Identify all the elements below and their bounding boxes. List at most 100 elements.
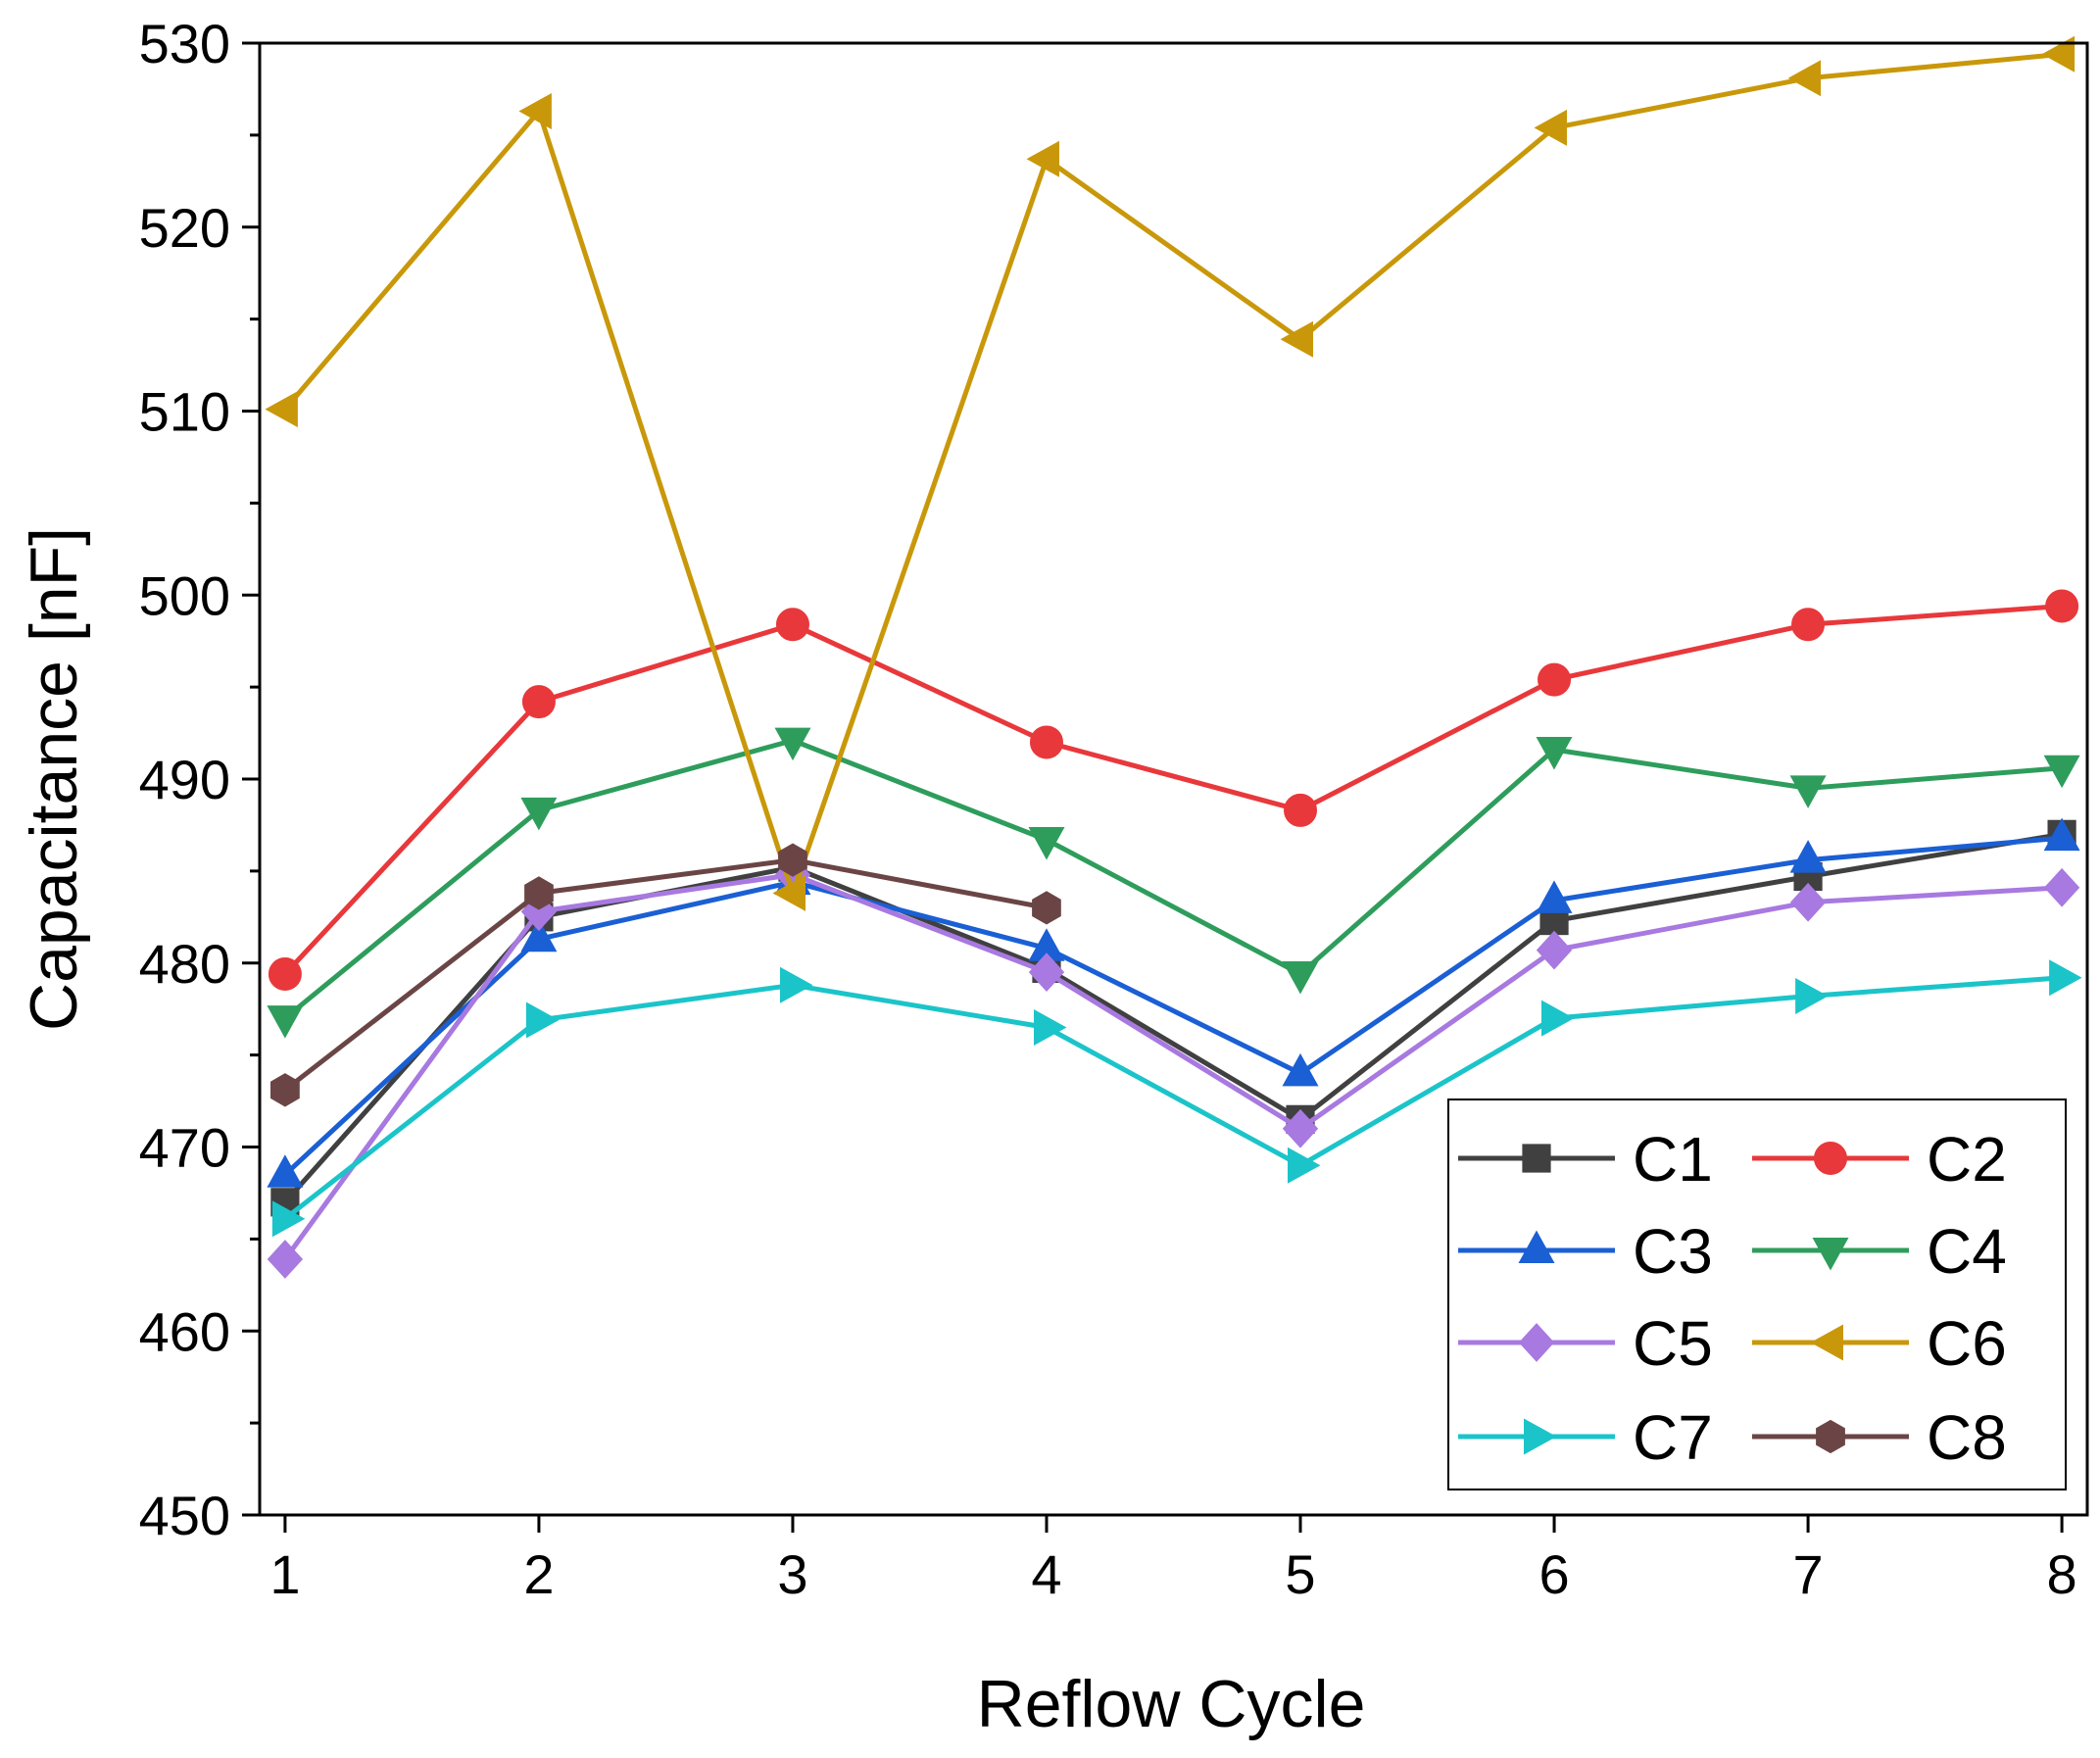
data-point-c6-x1 xyxy=(265,391,298,428)
data-point-c6-x5 xyxy=(1280,320,1313,358)
series-c2 xyxy=(268,589,2079,992)
data-point-c7-x6 xyxy=(1541,1000,1575,1037)
legend-label-c5: C5 xyxy=(1633,1308,1713,1379)
data-point-c4-x8 xyxy=(2043,755,2080,789)
legend-item-c1: C1 xyxy=(1458,1124,1713,1195)
legend-marker-c1 xyxy=(1522,1144,1551,1173)
y-tick-label: 470 xyxy=(139,1117,230,1179)
series-layer xyxy=(265,35,2082,1279)
y-tick-label: 500 xyxy=(139,564,230,626)
data-point-c3-x7 xyxy=(1789,840,1827,873)
series-line-c7 xyxy=(283,975,2063,1221)
data-point-c8-x2 xyxy=(524,876,554,910)
series-c4 xyxy=(267,727,2080,1039)
legend-item-c2: C2 xyxy=(1752,1124,2007,1195)
legend-marker-c6 xyxy=(1810,1324,1843,1361)
data-point-c5-x6 xyxy=(1536,930,1573,970)
series-line-c6 xyxy=(282,51,2063,896)
data-point-c5-x5 xyxy=(1282,1108,1319,1148)
data-point-c5-x1 xyxy=(267,1240,304,1279)
data-point-c2-x6 xyxy=(1538,662,1572,697)
data-point-c8-x3 xyxy=(778,843,807,877)
legend-item-c6: C6 xyxy=(1752,1308,2007,1379)
x-tick-label: 2 xyxy=(523,1543,554,1605)
x-tick-label: 4 xyxy=(1031,1543,1061,1605)
axes: 450 460 470 480 490 500 510 520 530 1 2 3 4 5 6 7 8 xyxy=(139,13,2089,1605)
legend-label-c6: C6 xyxy=(1927,1308,2007,1379)
series-line-c3 xyxy=(283,835,2063,1177)
data-point-c8-x1 xyxy=(270,1073,300,1107)
data-point-c7-x7 xyxy=(1795,978,1829,1014)
data-point-c5-x4 xyxy=(1028,952,1065,992)
data-point-c2-x4 xyxy=(1029,725,1063,759)
data-point-c3-x2 xyxy=(520,918,558,952)
series-c6 xyxy=(265,35,2076,911)
legend-label-c4: C4 xyxy=(1927,1216,2007,1287)
legend-label-c7: C7 xyxy=(1633,1402,1713,1473)
data-point-c2-x2 xyxy=(521,685,556,719)
data-point-c4-x4 xyxy=(1028,827,1065,860)
data-point-c5-x8 xyxy=(2043,867,2080,907)
data-point-c4-x7 xyxy=(1789,775,1827,808)
data-point-c6-x2 xyxy=(518,93,552,129)
legend-marker-c4 xyxy=(1812,1238,1849,1271)
data-point-c7-x1 xyxy=(271,1200,306,1238)
legend-label-c8: C8 xyxy=(1927,1402,2007,1473)
data-point-c2-x3 xyxy=(775,608,809,642)
data-point-c3-x5 xyxy=(1282,1052,1319,1087)
x-tick-label: 6 xyxy=(1538,1543,1569,1605)
y-tick-label: 520 xyxy=(139,197,230,259)
y-tick-label: 460 xyxy=(139,1300,230,1362)
legend-item-c3: C3 xyxy=(1458,1216,1713,1287)
legend-label-c3: C3 xyxy=(1633,1216,1713,1287)
data-point-c6-x6 xyxy=(1534,109,1567,146)
data-point-c6-x4 xyxy=(1026,140,1059,177)
x-tick-label: 1 xyxy=(269,1543,300,1605)
legend-item-c7: C7 xyxy=(1458,1402,1713,1473)
data-point-c6-x8 xyxy=(2041,35,2076,73)
data-point-c4-x6 xyxy=(1536,737,1573,770)
data-point-c4-x3 xyxy=(774,727,811,761)
series-line-c4 xyxy=(283,738,2063,1021)
data-point-c4-x2 xyxy=(520,797,558,831)
y-tick-label: 530 xyxy=(139,13,230,74)
data-point-c3-x6 xyxy=(1536,880,1573,913)
data-point-c3-x8 xyxy=(2043,817,2080,852)
data-point-c7-x4 xyxy=(1034,1009,1067,1046)
data-point-c2-x8 xyxy=(2045,589,2079,623)
legend-item-c5: C5 xyxy=(1458,1308,1713,1379)
data-point-c2-x7 xyxy=(1791,608,1826,642)
legend-marker-c7 xyxy=(1524,1418,1557,1455)
legend-item-c8: C8 xyxy=(1752,1402,2007,1473)
data-point-c6-x7 xyxy=(1787,60,1822,97)
legend: C1 C2 C3 C4 C5 C6 C7 C8 xyxy=(1447,1099,2067,1490)
legend-marker-c3 xyxy=(1518,1230,1555,1263)
data-point-c2-x1 xyxy=(268,957,302,992)
series-c5 xyxy=(267,855,2080,1279)
legend-box xyxy=(1447,1099,2067,1490)
series-line-c5 xyxy=(282,872,2063,1261)
y-tick-label: 450 xyxy=(139,1485,230,1546)
series-c7 xyxy=(271,959,2082,1238)
data-point-c3-x1 xyxy=(267,1154,304,1188)
legend-label-c2: C2 xyxy=(1927,1124,2007,1195)
y-tick-label: 490 xyxy=(139,749,230,810)
data-point-c7-x5 xyxy=(1288,1147,1321,1184)
y-tick-label: 510 xyxy=(139,381,230,443)
data-point-c7-x2 xyxy=(525,1001,560,1039)
series-line-c8 xyxy=(283,857,1048,1093)
y-axis-title: Capacitance [nF] xyxy=(17,527,91,1031)
series-c3 xyxy=(267,817,2080,1188)
data-point-c4-x1 xyxy=(267,1005,304,1039)
series-line-c1 xyxy=(283,831,2063,1204)
legend-marker-c8 xyxy=(1816,1419,1845,1454)
data-point-c8-x4 xyxy=(1032,891,1061,925)
series-line-c2 xyxy=(283,604,2063,976)
legend-label-c1: C1 xyxy=(1633,1124,1713,1195)
data-point-c4-x5 xyxy=(1282,961,1319,995)
legend-marker-c5 xyxy=(1518,1323,1555,1362)
x-tick-label: 7 xyxy=(1792,1543,1823,1605)
data-point-c7-x8 xyxy=(2049,959,2082,997)
legend-item-c4: C4 xyxy=(1752,1216,2007,1287)
